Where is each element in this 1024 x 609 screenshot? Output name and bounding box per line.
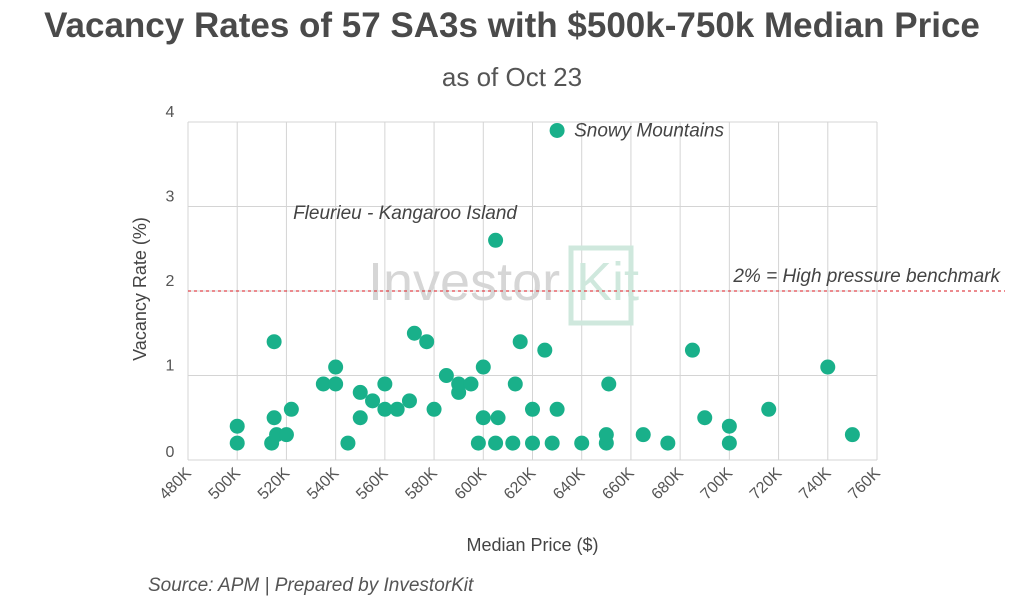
x-tick-label: 700K bbox=[698, 465, 737, 504]
chart-subtitle: as of Oct 23 bbox=[441, 62, 583, 92]
data-point bbox=[507, 376, 523, 392]
x-tick-label: 480K bbox=[156, 465, 195, 504]
data-point bbox=[475, 359, 491, 375]
y-tick-label: 1 bbox=[166, 358, 175, 375]
x-tick-label: 640K bbox=[550, 465, 589, 504]
data-point bbox=[505, 435, 521, 451]
data-point bbox=[389, 401, 405, 417]
data-point bbox=[426, 401, 442, 417]
watermark-logo: Investor Kit bbox=[368, 245, 639, 326]
data-point bbox=[660, 435, 676, 451]
source-note: Source: APM | Prepared by InvestorKit bbox=[148, 575, 474, 596]
y-axis-ticks: 0 1 2 3 4 bbox=[166, 104, 175, 461]
data-point bbox=[352, 384, 368, 400]
annotation-snowy-mountains: Snowy Mountains bbox=[574, 120, 724, 141]
data-point bbox=[266, 334, 282, 350]
benchmark-label: 2% = High pressure benchmark bbox=[732, 266, 1001, 287]
x-tick-label: 740K bbox=[796, 465, 835, 504]
data-point bbox=[697, 410, 713, 426]
data-point bbox=[283, 401, 299, 417]
data-point bbox=[328, 376, 344, 392]
data-point bbox=[537, 342, 553, 358]
data-point bbox=[406, 325, 422, 341]
data-point bbox=[401, 393, 417, 409]
data-point bbox=[451, 376, 467, 392]
data-point bbox=[328, 359, 344, 375]
data-point bbox=[721, 435, 737, 451]
data-point bbox=[365, 393, 381, 409]
x-axis-ticks: 480K 500K 520K 540K 560K 580K 600K 620K 640K 660K… bbox=[156, 465, 884, 504]
data-point bbox=[463, 376, 479, 392]
data-point bbox=[438, 368, 454, 383]
data-point bbox=[635, 427, 651, 443]
x-tick-label: 620K bbox=[501, 465, 540, 504]
data-point bbox=[525, 401, 540, 417]
x-tick-label: 680K bbox=[649, 465, 688, 504]
x-tick-label: 660K bbox=[599, 465, 638, 504]
x-tick-label: 540K bbox=[304, 465, 343, 504]
data-point bbox=[598, 427, 614, 443]
data-point bbox=[488, 232, 504, 248]
data-point bbox=[229, 418, 245, 434]
data-point bbox=[721, 418, 737, 434]
data-point bbox=[352, 410, 368, 426]
data-point bbox=[278, 427, 294, 443]
data-point bbox=[544, 435, 560, 451]
watermark-text-right: Kit bbox=[576, 252, 639, 312]
data-points bbox=[229, 122, 860, 451]
data-point bbox=[315, 376, 331, 392]
x-tick-label: 720K bbox=[747, 465, 786, 504]
data-point bbox=[549, 401, 565, 417]
y-tick-label: 4 bbox=[166, 104, 175, 121]
watermark-text-left: Investor bbox=[368, 252, 560, 312]
data-point bbox=[229, 435, 245, 451]
y-tick-label: 0 bbox=[166, 444, 175, 461]
y-tick-label: 2 bbox=[166, 273, 175, 290]
x-tick-label: 500K bbox=[206, 465, 245, 504]
chart-title: Vacancy Rates of 57 SA3s with $500k-750k… bbox=[44, 6, 980, 45]
data-point bbox=[470, 435, 486, 451]
data-point bbox=[820, 359, 836, 375]
data-point bbox=[377, 401, 393, 417]
x-tick-label: 580K bbox=[402, 465, 441, 504]
y-tick-label: 3 bbox=[166, 189, 175, 206]
x-tick-label: 560K bbox=[353, 465, 392, 504]
x-axis-label: Median Price ($) bbox=[466, 535, 598, 555]
data-point bbox=[488, 435, 504, 451]
x-tick-label: 760K bbox=[845, 465, 884, 504]
data-point bbox=[340, 435, 356, 451]
data-point bbox=[844, 427, 860, 443]
data-point bbox=[761, 401, 777, 417]
data-point bbox=[266, 410, 282, 426]
data-point bbox=[512, 334, 528, 350]
x-tick-label: 520K bbox=[255, 465, 294, 504]
data-point bbox=[549, 122, 565, 138]
data-point bbox=[377, 376, 393, 392]
data-point bbox=[475, 410, 491, 426]
data-point bbox=[419, 334, 435, 350]
watermark-box bbox=[568, 245, 634, 326]
y-axis-label: Vacancy Rate (%) bbox=[130, 217, 150, 361]
data-point bbox=[684, 342, 700, 358]
data-point bbox=[490, 410, 506, 426]
data-point bbox=[525, 435, 540, 451]
x-tick-label: 600K bbox=[452, 465, 491, 504]
data-point bbox=[601, 376, 617, 392]
annotation-fleurieu-kangaroo-island: Fleurieu - Kangaroo Island bbox=[293, 203, 518, 224]
data-point bbox=[574, 435, 590, 451]
